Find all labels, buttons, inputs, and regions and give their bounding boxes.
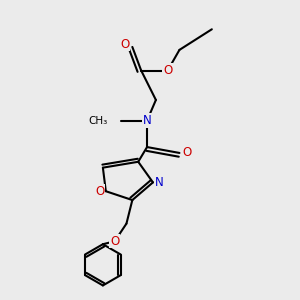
Text: N: N	[143, 114, 152, 127]
Text: O: O	[120, 38, 130, 50]
Text: O: O	[182, 146, 191, 159]
Text: CH₃: CH₃	[88, 116, 107, 126]
Text: O: O	[110, 235, 119, 248]
Text: O: O	[163, 64, 172, 77]
Text: O: O	[95, 185, 105, 198]
Text: N: N	[154, 176, 163, 189]
